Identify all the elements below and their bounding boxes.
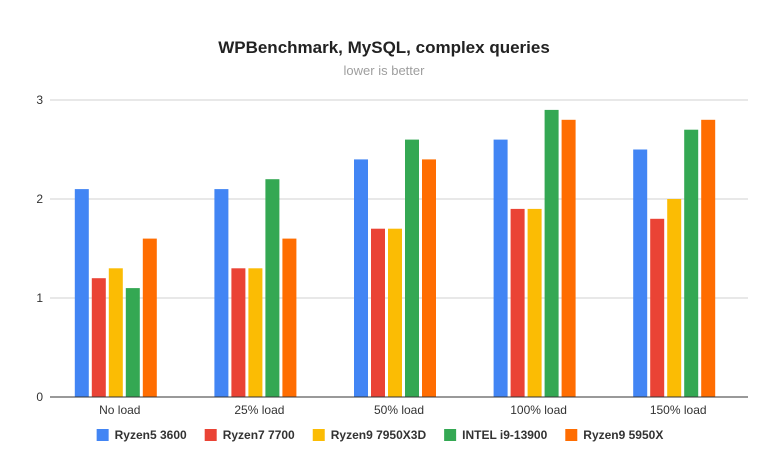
bar [282,238,297,397]
bar [422,159,436,397]
bar [231,268,246,397]
x-tick-label: 150% load [650,403,707,417]
bar [684,129,699,397]
bar [371,228,385,397]
legend-swatch [312,429,325,441]
legend-item: Ryzen9 7950X3D [312,428,427,442]
bar [510,208,525,397]
bar [108,268,123,397]
y-axis-ticks: 0 1 2 3 [36,93,43,404]
bar [544,109,559,398]
bar [91,278,106,397]
bar [265,179,280,397]
bar [248,268,263,397]
y-tick-label: 3 [36,93,43,107]
bar [142,238,157,397]
legend: Ryzen5 3600 Ryzen7 7700 Ryzen9 7950X3D INTE… [96,428,663,442]
x-tick-label: No load [99,403,140,417]
legend-label: INTEL i9-13900 [462,428,547,442]
chart-subtitle: lower is better [344,63,426,78]
legend-item: Ryzen5 3600 [96,428,187,442]
legend-swatch [444,429,457,441]
x-tick-label: 100% load [510,403,567,417]
bar [214,189,229,397]
x-axis-ticks: No load 25% load 50% load 100% load 150% loa… [99,403,706,417]
bar [74,189,89,397]
y-tick-label: 1 [36,291,43,305]
bar [650,218,665,397]
chart-title: WPBenchmark, MySQL, complex queries [218,38,550,57]
bar [405,139,419,397]
legend-label: Ryzen9 5950X [583,428,663,442]
x-tick-label: 25% load [234,403,284,417]
legend-swatch [565,429,578,441]
bar [527,208,542,397]
bar [633,149,648,397]
bar [125,288,140,397]
legend-swatch [204,429,217,441]
bar [388,228,402,397]
legend-item: INTEL i9-13900 [444,428,548,442]
bar [354,159,368,397]
y-tick-label: 2 [36,192,43,206]
bar [561,119,576,398]
legend-label: Ryzen5 3600 [115,428,187,442]
legend-label: Ryzen9 7950X3D [331,428,427,442]
legend-swatch [96,429,109,441]
y-tick-label: 0 [36,390,43,404]
x-tick-label: 50% load [374,403,424,417]
bars [74,109,716,398]
bar [701,119,716,398]
bar [493,139,508,397]
legend-item: Ryzen9 5950X [565,428,663,442]
bar [667,199,682,397]
legend-item: Ryzen7 7700 [204,428,295,442]
legend-label: Ryzen7 7700 [223,428,295,442]
